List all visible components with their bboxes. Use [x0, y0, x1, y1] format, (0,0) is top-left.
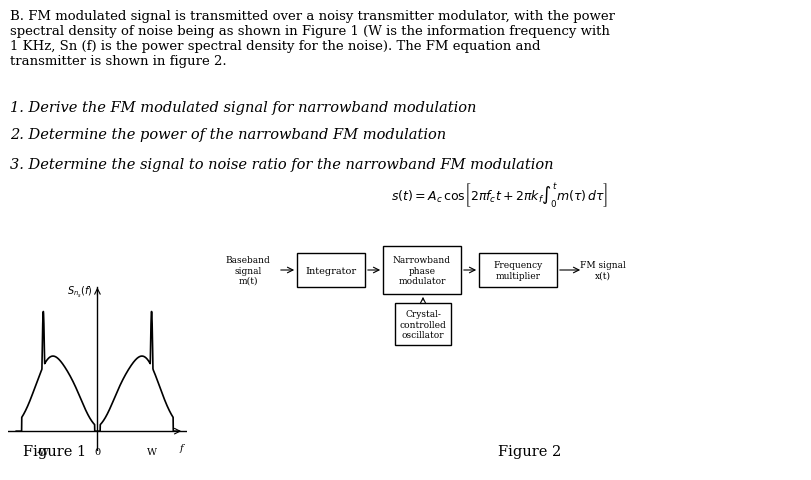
Text: W: W [147, 447, 157, 456]
FancyBboxPatch shape [383, 247, 461, 294]
Text: Narrowband
phase
modulator: Narrowband phase modulator [393, 255, 450, 285]
FancyBboxPatch shape [478, 253, 556, 288]
FancyBboxPatch shape [394, 303, 450, 345]
Text: Frequency
multiplier: Frequency multiplier [493, 261, 542, 280]
Text: Figure 1: Figure 1 [24, 444, 87, 458]
Text: 1. Derive the FM modulated signal for narrowband modulation: 1. Derive the FM modulated signal for na… [10, 101, 476, 115]
Text: 2. Determine the power of the narrowband FM modulation: 2. Determine the power of the narrowband… [10, 128, 445, 142]
Text: 3. Determine the signal to noise ratio for the narrowband FM modulation: 3. Determine the signal to noise ratio f… [10, 157, 553, 172]
Text: 0: 0 [94, 447, 101, 456]
Text: $s(t) = A_c\,\cos\!\left[2\pi f_c t + 2\pi k_f \int_0^t m(\tau)\,d\tau\right]$: $s(t) = A_c\,\cos\!\left[2\pi f_c t + 2\… [391, 180, 608, 209]
Text: FM signal
x(t): FM signal x(t) [579, 261, 625, 280]
Text: f: f [179, 443, 183, 452]
Text: -W: -W [36, 447, 49, 456]
FancyBboxPatch shape [297, 253, 365, 288]
Text: Baseband
signal
m(t): Baseband signal m(t) [225, 255, 270, 285]
Text: $S_{n_s}(f)$: $S_{n_s}(f)$ [67, 284, 93, 299]
Text: Crystal-
controlled
oscillator: Crystal- controlled oscillator [399, 310, 446, 339]
Text: B. FM modulated signal is transmitted over a noisy transmitter modulator, with t: B. FM modulated signal is transmitted ov… [10, 10, 614, 68]
Text: Integrator: Integrator [305, 266, 356, 275]
Text: Figure 2: Figure 2 [498, 444, 561, 458]
